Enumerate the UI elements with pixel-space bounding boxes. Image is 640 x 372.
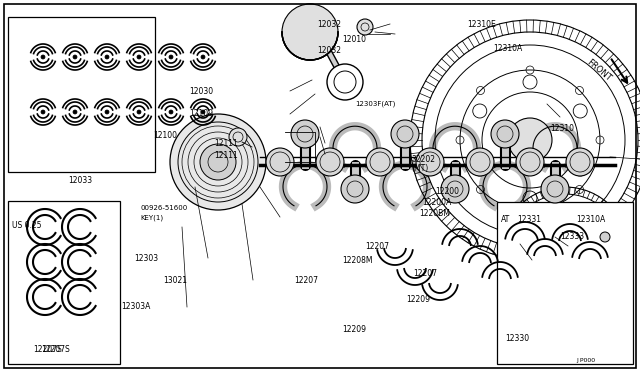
Text: 12207S: 12207S <box>34 345 62 354</box>
Text: FRONT: FRONT <box>584 58 612 83</box>
Text: 12209: 12209 <box>406 295 430 304</box>
Text: AT: AT <box>500 215 509 224</box>
Text: 12207S: 12207S <box>42 346 70 355</box>
Circle shape <box>541 175 569 203</box>
Circle shape <box>316 148 344 176</box>
Circle shape <box>169 55 173 59</box>
Circle shape <box>170 114 266 210</box>
Text: J P000: J P000 <box>576 358 595 363</box>
Circle shape <box>466 148 494 176</box>
Circle shape <box>229 128 247 146</box>
Circle shape <box>266 148 294 176</box>
Circle shape <box>366 148 394 176</box>
Text: 12310A: 12310A <box>493 44 522 53</box>
Text: 12033: 12033 <box>68 176 92 185</box>
Text: 12200A: 12200A <box>422 198 452 207</box>
Text: 12111: 12111 <box>214 139 238 148</box>
Text: 12032: 12032 <box>317 46 341 55</box>
Text: 12207: 12207 <box>413 269 437 278</box>
Circle shape <box>105 55 109 59</box>
Circle shape <box>566 148 594 176</box>
Text: 00926-51600: 00926-51600 <box>141 205 188 211</box>
Bar <box>497 202 633 364</box>
Circle shape <box>291 120 319 148</box>
Circle shape <box>441 175 469 203</box>
Text: 12310A: 12310A <box>576 215 605 224</box>
Text: 32202: 32202 <box>412 155 435 164</box>
Text: KEY(1): KEY(1) <box>141 214 164 221</box>
Text: 12330: 12330 <box>506 334 530 343</box>
Circle shape <box>550 237 580 267</box>
Text: 12032: 12032 <box>317 20 341 29</box>
Text: 12200: 12200 <box>435 187 460 196</box>
Circle shape <box>73 55 77 59</box>
Text: 12333: 12333 <box>560 232 584 241</box>
Circle shape <box>137 110 141 114</box>
Text: 12303F(AT): 12303F(AT) <box>355 101 396 108</box>
Text: 12100: 12100 <box>154 131 178 140</box>
Circle shape <box>282 4 338 60</box>
Text: 12209: 12209 <box>342 325 367 334</box>
Bar <box>8 17 155 172</box>
Circle shape <box>201 55 205 59</box>
Circle shape <box>105 110 109 114</box>
Text: 12310E: 12310E <box>467 20 496 29</box>
Text: 12331: 12331 <box>517 215 541 224</box>
Circle shape <box>516 148 544 176</box>
Circle shape <box>391 120 419 148</box>
Text: 12207: 12207 <box>294 276 319 285</box>
Circle shape <box>41 55 45 59</box>
Bar <box>8 201 120 364</box>
Circle shape <box>357 19 373 35</box>
Circle shape <box>169 110 173 114</box>
Text: 12010: 12010 <box>342 35 367 44</box>
Circle shape <box>341 175 369 203</box>
Text: 12208M: 12208M <box>342 256 373 265</box>
Circle shape <box>200 144 236 180</box>
Text: (MT): (MT) <box>412 164 429 173</box>
Text: 1220BM: 1220BM <box>419 209 450 218</box>
Circle shape <box>327 64 363 100</box>
Text: 13021: 13021 <box>163 276 187 285</box>
Circle shape <box>416 148 444 176</box>
Text: 12207: 12207 <box>365 242 388 251</box>
Text: 12030: 12030 <box>189 87 213 96</box>
Circle shape <box>73 110 77 114</box>
Text: US 0.25: US 0.25 <box>12 221 41 230</box>
Text: 12310: 12310 <box>550 124 575 133</box>
Text: 12303: 12303 <box>134 254 159 263</box>
Circle shape <box>41 110 45 114</box>
Circle shape <box>137 55 141 59</box>
Circle shape <box>508 118 552 162</box>
Text: 12109: 12109 <box>189 109 212 118</box>
Circle shape <box>600 232 610 242</box>
Text: 12111: 12111 <box>214 151 238 160</box>
Text: 12303A: 12303A <box>122 302 151 311</box>
Circle shape <box>201 110 205 114</box>
Circle shape <box>297 4 323 30</box>
Circle shape <box>491 120 519 148</box>
